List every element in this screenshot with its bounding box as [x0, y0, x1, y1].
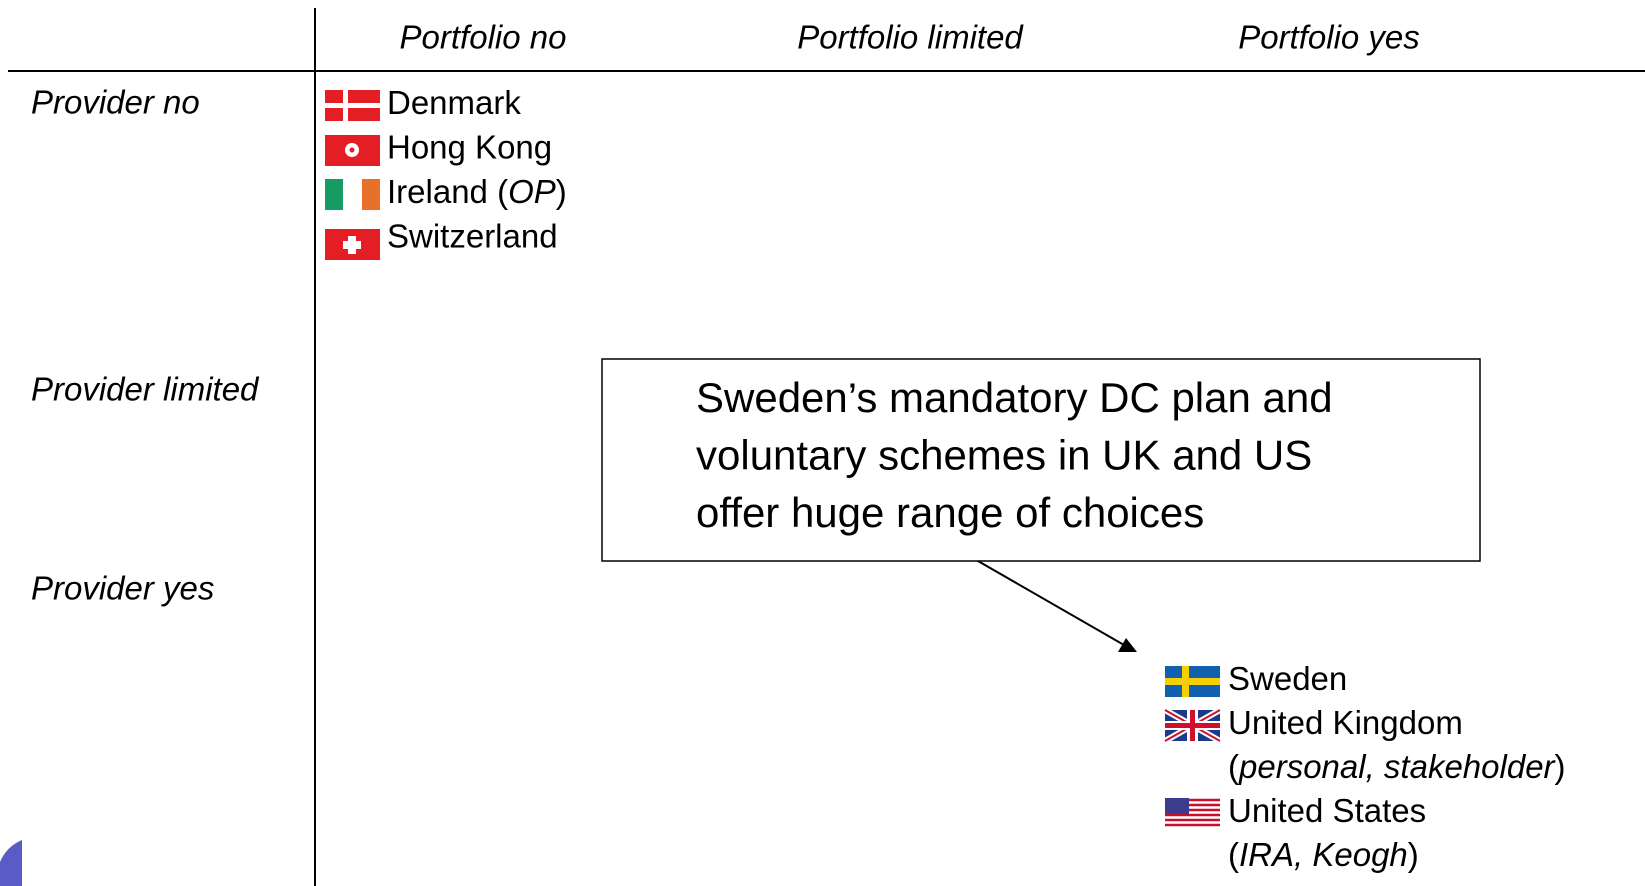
callout-text: offer huge range of choices	[696, 489, 1204, 536]
list-item: Hong Kong	[387, 128, 552, 165]
column-header: Portfolio limited	[797, 19, 1024, 56]
row-header: Provider no	[31, 84, 200, 121]
callout-text: voluntary schemes in UK and US	[696, 432, 1312, 479]
list-item: Switzerland	[387, 217, 558, 254]
text-run: Denmark	[387, 84, 521, 121]
text-run: )	[556, 173, 567, 210]
arrow-line	[977, 560, 1125, 646]
column-header: Portfolio no	[400, 19, 567, 56]
list-item: Ireland (OP)	[387, 173, 567, 210]
flag-uk	[1163, 707, 1222, 744]
flag-us	[1165, 798, 1220, 829]
text-run: (	[1228, 748, 1239, 785]
text-run: Switzerland	[387, 217, 558, 254]
list-item: (personal, stakeholder)	[1228, 748, 1566, 785]
flag-switzerland	[325, 229, 380, 260]
italic-text: personal, stakeholder	[1238, 748, 1557, 785]
flag-hong-kong	[325, 135, 380, 166]
text-run: )	[1555, 748, 1566, 785]
italic-text: IRA, Keogh	[1239, 836, 1408, 873]
text-run: United States	[1228, 792, 1426, 829]
list-item: Sweden	[1228, 660, 1347, 697]
list-item: (IRA, Keogh)	[1228, 836, 1419, 873]
list-item: Denmark	[387, 84, 521, 121]
callout-text: Sweden’s mandatory DC plan and	[696, 374, 1333, 421]
text-run: Ireland (	[387, 173, 508, 210]
text-run: Hong Kong	[387, 128, 552, 165]
flag-sweden	[1165, 666, 1220, 697]
callout-box	[601, 358, 1481, 562]
text-run: Sweden	[1228, 660, 1347, 697]
text-run: (	[1228, 836, 1239, 873]
corner-decoration	[0, 840, 22, 886]
text-run: )	[1408, 836, 1419, 873]
italic-text: OP	[508, 173, 556, 210]
list-item: United Kingdom	[1228, 704, 1463, 741]
arrow-head	[1118, 638, 1137, 652]
flag-ireland	[325, 179, 380, 210]
row-header: Provider limited	[31, 371, 260, 408]
row-header: Provider yes	[31, 570, 214, 607]
list-item: United States	[1228, 792, 1426, 829]
column-header: Portfolio yes	[1238, 19, 1420, 56]
text-run: United Kingdom	[1228, 704, 1463, 741]
flag-denmark	[325, 90, 380, 121]
